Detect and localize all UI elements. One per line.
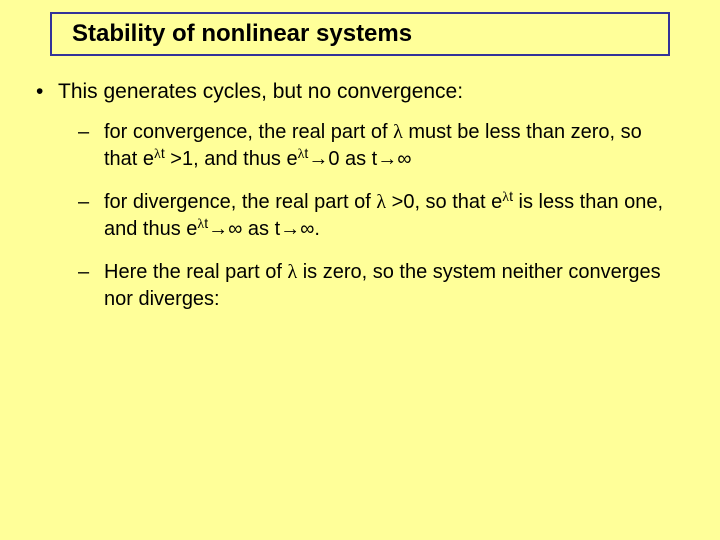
slide-title: Stability of nonlinear systems [72, 20, 412, 48]
bullet-text: for divergence, the real part of λ >0, s… [104, 189, 690, 243]
bullet-marker: – [78, 119, 104, 173]
bullet-level2: – for divergence, the real part of λ >0,… [78, 189, 690, 243]
bullet-marker: – [78, 259, 104, 313]
title-box: Stability of nonlinear systems [50, 12, 670, 56]
bullet-marker: – [78, 189, 104, 243]
bullet-level2: – Here the real part of λ is zero, so th… [78, 259, 690, 313]
bullet-level2: – for convergence, the real part of λ mu… [78, 119, 690, 173]
bullet-text: This generates cycles, but no convergenc… [58, 78, 690, 105]
bullet-text: Here the real part of λ is zero, so the … [104, 259, 690, 313]
bullet-marker: • [30, 78, 58, 105]
bullet-text: for convergence, the real part of λ must… [104, 119, 690, 173]
content-area: • This generates cycles, but no converge… [30, 78, 690, 329]
bullet-level1: • This generates cycles, but no converge… [30, 78, 690, 105]
